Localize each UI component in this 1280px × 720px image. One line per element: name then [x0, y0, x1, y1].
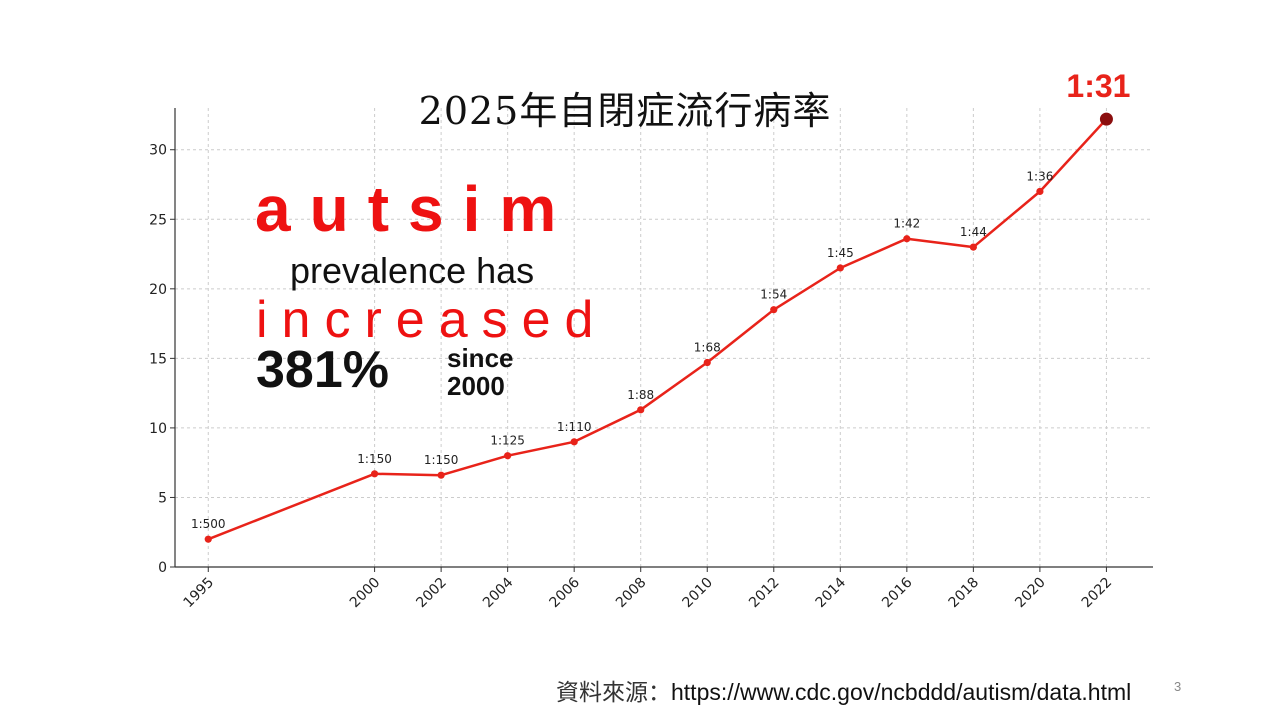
data-label: 1:150 [424, 453, 459, 467]
headline-increased: increased [256, 291, 608, 349]
data-point [204, 535, 212, 543]
y-tick-label: 15 [149, 351, 167, 367]
x-tick-label: 2010 [680, 575, 717, 612]
data-label: 1:125 [490, 434, 525, 448]
x-tick-label: 2014 [813, 574, 850, 611]
data-point [570, 438, 578, 446]
grid-lines [175, 108, 1153, 568]
data-points [204, 112, 1113, 543]
data-point [903, 235, 911, 243]
since-note: since 2000 [447, 344, 514, 400]
axes [170, 108, 1153, 572]
source-url: https://www.cdc.gov/ncbddd/autism/data.h… [671, 679, 1132, 705]
x-tick-label: 2020 [1012, 575, 1049, 612]
y-tick-label: 30 [149, 143, 167, 159]
data-label: 1:44 [960, 225, 987, 239]
y-tick-labels: 0 5 10 15 20 25 30 [149, 143, 167, 576]
since-word: since [447, 343, 514, 373]
data-label: 1:45 [827, 246, 854, 260]
data-point [703, 358, 711, 367]
data-point [770, 306, 778, 314]
x-tick-label: 1995 [181, 575, 218, 612]
data-label: 1:88 [627, 388, 654, 402]
x-tick-label: 2016 [879, 574, 916, 611]
data-labels: 1:500 1:150 1:150 1:125 1:110 1:88 1:68 1:54 1:4… [191, 68, 1130, 531]
y-tick-label: 20 [149, 282, 167, 298]
increase-percent: 381% [256, 341, 389, 399]
highlight-data-label: 1:31 [1066, 68, 1130, 104]
y-tick-label: 5 [158, 490, 167, 506]
data-point [1036, 187, 1044, 196]
highlight-point [1099, 112, 1113, 126]
data-label: 1:42 [893, 217, 920, 231]
x-tick-label: 2012 [746, 575, 783, 612]
data-point [969, 243, 977, 251]
data-label: 1:500 [191, 517, 226, 531]
data-point [437, 471, 445, 479]
headline-autism: autsim [255, 173, 576, 245]
headline-prevalence: prevalence has [290, 250, 535, 291]
data-point [504, 452, 512, 460]
x-tick-label: 2004 [480, 574, 517, 611]
data-label: 1:36 [1026, 169, 1053, 183]
x-tick-label: 2000 [347, 575, 384, 612]
source-citation: 資料來源：https://www.cdc.gov/ncbddd/autism/d… [556, 673, 1131, 707]
data-point [637, 406, 645, 414]
x-tick-labels: 1995 2000 2002 2004 2006 2008 2010 2012 2014 2016… [181, 574, 1116, 611]
data-label: 1:68 [694, 341, 721, 355]
page-number: 3 [1174, 679, 1182, 694]
y-tick-label: 10 [149, 421, 167, 437]
y-tick-label: 25 [149, 212, 167, 228]
data-point [370, 470, 379, 478]
y-tick-label: 0 [158, 560, 167, 576]
data-label: 1:110 [557, 420, 592, 434]
x-tick-label: 2002 [413, 575, 450, 612]
data-point [836, 264, 844, 272]
source-label: 資料來源： [556, 680, 671, 706]
x-tick-label: 2008 [613, 575, 650, 612]
data-label: 1:54 [760, 288, 787, 302]
data-label: 1:150 [357, 452, 392, 466]
since-year: 2000 [447, 371, 505, 401]
x-tick-label: 2006 [546, 574, 583, 611]
x-tick-label: 2018 [946, 575, 983, 612]
x-tick-label: 2022 [1079, 575, 1116, 612]
chart-title: 2025年自閉症流行病率 [418, 89, 832, 133]
